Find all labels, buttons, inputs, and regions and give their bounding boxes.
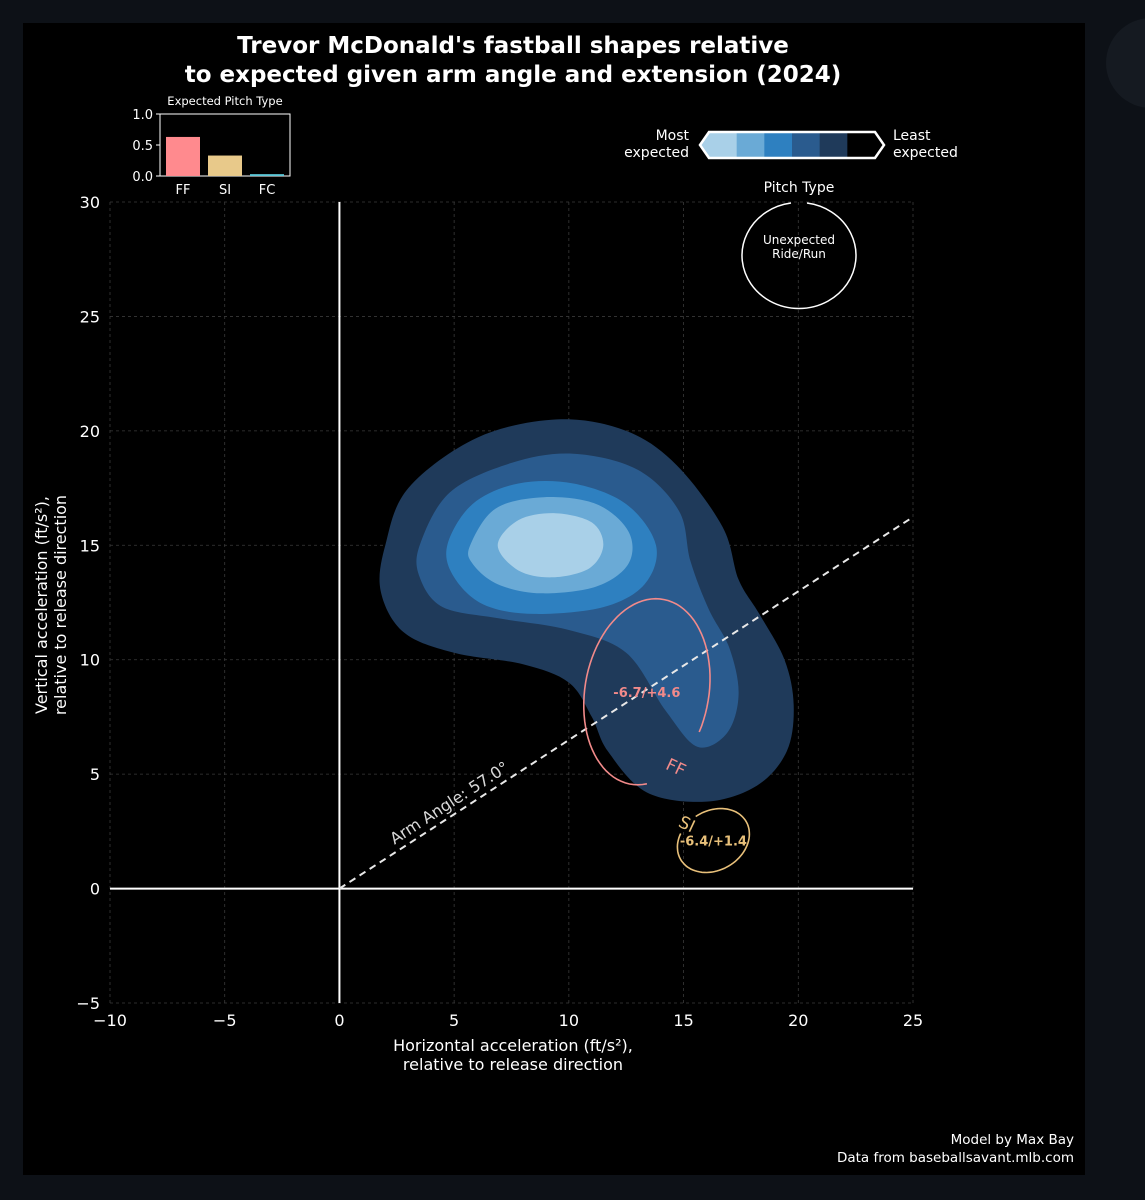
- colorbar-left-label-line1: Most: [656, 128, 690, 144]
- colorbar-right-label-line1: Least: [893, 128, 931, 144]
- x-tick-label: 20: [788, 1011, 808, 1030]
- chart-canvas: Trevor McDonald's fastball shapes relati…: [32, 33, 1074, 1166]
- y-tick-label: 5: [90, 765, 100, 784]
- inset-bar-si: [208, 155, 242, 176]
- colorbar-segment: [792, 132, 821, 158]
- colorbar-outline: [698, 130, 886, 160]
- series-name-si: SI: [675, 812, 698, 837]
- inset-x-label: SI: [219, 183, 231, 198]
- inset-title: Expected Pitch Type: [167, 94, 282, 108]
- colorbar-segment: [736, 132, 765, 158]
- x-tick-label: 0: [334, 1011, 344, 1030]
- colorbar: Most expected Least expected: [624, 128, 958, 161]
- y-tick-label: 10: [80, 651, 100, 670]
- colorbar-segment: [764, 132, 793, 158]
- inset-y-tick-label: 0.5: [132, 139, 153, 154]
- x-tick-label: −5: [213, 1011, 237, 1030]
- colorbar-left-label-line2: expected: [624, 145, 689, 161]
- main-plot: Arm Angle: 57.0° -6.7/+4.6FF-6.4/+1.4SI …: [76, 193, 923, 1030]
- arm-angle-line: [338, 516, 914, 890]
- legend-title: Pitch Type: [764, 180, 835, 196]
- inset-y-tick-label: 1.0: [132, 108, 153, 123]
- ellipse-si: [676, 807, 751, 874]
- inset-expected-pitch-type: Expected Pitch Type 0.0 0.5 1.0 FF SI FC: [132, 94, 291, 198]
- credit-line1: Model by Max Bay: [951, 1132, 1074, 1148]
- y-axis-label-line2: relative to release direction: [51, 495, 70, 715]
- y-tick-label: 20: [80, 422, 100, 441]
- colorbar-right-tip: [875, 132, 884, 158]
- inset-y-tick-label: 0.0: [132, 170, 153, 185]
- value-label-si: -6.4/+1.4: [680, 835, 747, 850]
- inset-bar-ff: [166, 136, 200, 176]
- y-tick-label: 15: [80, 536, 100, 555]
- ellipse-ff: [583, 597, 711, 786]
- y-tick-label: 30: [80, 193, 100, 212]
- inset-x-label: FF: [176, 183, 191, 198]
- chart-title-line2: to expected given arm angle and extensio…: [185, 62, 842, 88]
- x-axis-label-line2: relative to release direction: [403, 1055, 623, 1074]
- page-corner-avatar: [1106, 18, 1145, 108]
- x-tick-label: −10: [93, 1011, 127, 1030]
- colorbar-segment: [709, 132, 738, 158]
- x-tick-label: 10: [559, 1011, 579, 1030]
- value-label-ff: -6.7/+4.6: [613, 686, 680, 701]
- inset-bar-fc: [250, 174, 284, 176]
- legend: Pitch Type Unexpected Ride/Run: [741, 180, 857, 310]
- legend-circle: [741, 202, 857, 310]
- colorbar-segment: [819, 132, 848, 158]
- inset-x-label: FC: [259, 183, 276, 198]
- colorbar-right-label-line2: expected: [893, 145, 958, 161]
- colorbar-left-tip: [700, 132, 709, 158]
- y-tick-label: 25: [80, 307, 100, 326]
- x-tick-label: 15: [673, 1011, 693, 1030]
- chart-card: Trevor McDonald's fastball shapes relati…: [23, 23, 1085, 1175]
- y-tick-label: −5: [76, 994, 100, 1013]
- x-axis-label-line1: Horizontal acceleration (ft/s²),: [393, 1036, 633, 1055]
- chart-title-line1: Trevor McDonald's fastball shapes relati…: [237, 33, 789, 59]
- colorbar-segment: [847, 132, 876, 158]
- legend-text-line2: Ride/Run: [772, 247, 826, 261]
- x-tick-label: 25: [903, 1011, 923, 1030]
- arm-angle-label: Arm Angle: 57.0°: [386, 758, 512, 849]
- y-axis-label-line1: Vertical acceleration (ft/s²),: [32, 496, 51, 714]
- x-tick-label: 5: [449, 1011, 459, 1030]
- legend-text-line1: Unexpected: [763, 233, 835, 247]
- y-tick-label: 0: [90, 880, 100, 899]
- density-contour-level-5: [497, 513, 604, 578]
- credit-line2: Data from baseballsavant.mlb.com: [837, 1150, 1074, 1166]
